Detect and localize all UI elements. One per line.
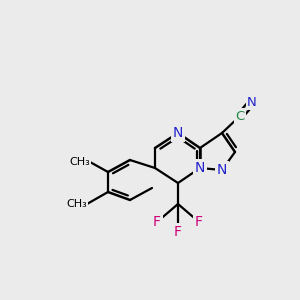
Text: CH₃: CH₃	[69, 157, 90, 167]
Text: N: N	[195, 161, 205, 175]
Text: F: F	[174, 225, 182, 239]
Text: N: N	[217, 163, 227, 177]
Text: N: N	[173, 126, 183, 140]
Text: F: F	[153, 215, 161, 229]
Text: F: F	[195, 215, 203, 229]
Text: N: N	[247, 95, 257, 109]
Text: C: C	[236, 110, 244, 122]
Text: CH₃: CH₃	[66, 199, 87, 209]
